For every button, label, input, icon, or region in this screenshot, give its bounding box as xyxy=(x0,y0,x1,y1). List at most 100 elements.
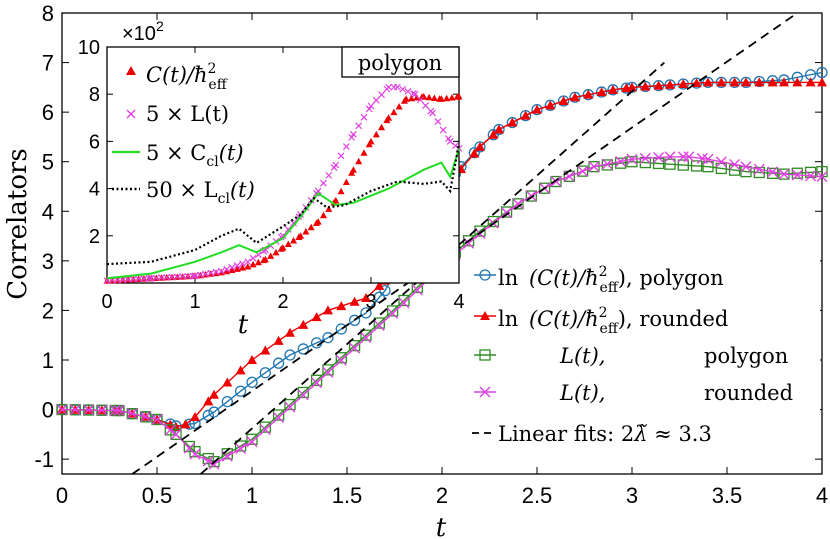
main-series-1-point xyxy=(741,77,751,87)
main-series-3-point xyxy=(767,166,779,178)
inset-series-1-point xyxy=(244,258,252,266)
main-series-3-point xyxy=(729,158,741,170)
main-series-1-point xyxy=(298,319,309,329)
inset-series-1-point xyxy=(404,87,412,95)
main-legend: ln (C(t)/ħ2 eff), polygon ln (C(t)/ħ2 eff)… xyxy=(468,257,820,453)
main-series-1-point xyxy=(570,92,580,102)
main-series-1-point xyxy=(532,104,542,114)
inset-series-0-point xyxy=(342,178,350,185)
main-series-1-point xyxy=(792,77,803,87)
inset-series-1-point xyxy=(439,126,447,134)
inset-x-tick-label: 1 xyxy=(189,291,200,313)
main-series-3-point xyxy=(322,366,334,378)
legend-text-linear-fits: Linear fits: 2λ̃ ≈ 3.3 xyxy=(498,422,712,446)
inset-series-0-point xyxy=(233,265,241,272)
main-y-tick-label: 4 xyxy=(42,199,54,224)
inset-series-1-point xyxy=(411,90,419,98)
main-y-tick-label: 5 xyxy=(42,150,54,175)
inset-series-1-point xyxy=(217,267,225,275)
main-series-3-point xyxy=(816,171,828,183)
inset-series-1-point xyxy=(202,270,209,278)
main-series-1-point xyxy=(507,117,518,127)
main-series-0-point xyxy=(379,284,391,297)
main-series-3-point xyxy=(398,297,410,309)
main-series-3-point xyxy=(387,307,399,319)
inset-series-0-point xyxy=(223,267,231,275)
inset-series-0-point xyxy=(402,95,410,102)
inset-x-tick-label: 0 xyxy=(101,291,112,313)
main-series-0-point xyxy=(297,343,309,355)
legend-marker-1 xyxy=(480,311,490,320)
inset-series-0-point xyxy=(249,260,257,268)
inset-series-0-point xyxy=(228,266,236,274)
inset-legend-text-5L: 5 × L(t) xyxy=(146,102,229,126)
inset-series-1-point xyxy=(163,274,171,281)
main-x-tick-label: 3 xyxy=(626,483,638,508)
main-series-1-point xyxy=(494,124,504,134)
main-series-0-point xyxy=(259,367,271,379)
main-series-0-point xyxy=(360,307,372,319)
main-series-2-point xyxy=(373,317,385,329)
main-legend-background xyxy=(468,257,820,453)
inset-series-1-point xyxy=(422,102,429,109)
inset-y-tick-label: 4 xyxy=(89,179,100,201)
main-series-3-point xyxy=(702,153,714,165)
main-series-1-point xyxy=(545,100,556,110)
inset-series-1-point xyxy=(140,275,148,283)
main-series-3-point xyxy=(202,455,214,467)
main-series-3-point xyxy=(208,458,220,470)
main-series-3-point xyxy=(411,284,423,296)
main-series-2-point xyxy=(189,446,201,458)
main-series-3-point xyxy=(83,404,95,416)
main-series-1-point xyxy=(767,77,778,87)
inset-series-line-3 xyxy=(106,143,461,266)
main-series-3-point xyxy=(715,156,727,168)
inset-legend-text-C: C(t)/ħ2 eff xyxy=(146,61,228,93)
main-series-2-point xyxy=(588,161,600,173)
main-series-1-point xyxy=(488,129,499,139)
main-series-1-point xyxy=(323,305,333,315)
inset-series-1-point xyxy=(147,274,155,282)
main-series-1-point xyxy=(311,312,322,322)
main-series-2-point xyxy=(259,421,271,433)
main-series-2-point xyxy=(791,167,803,179)
inset-series-0-point xyxy=(325,205,333,212)
main-series-3-point xyxy=(778,168,790,180)
inset-series-0-point xyxy=(272,248,280,256)
inset-series-1-point xyxy=(179,273,187,281)
inset-series-0-point xyxy=(360,149,368,156)
main-series-3-point xyxy=(791,169,803,181)
inset-axes: 0 1 2 3 4 2 4 6 8 10 xyxy=(78,37,465,313)
main-series-3-point xyxy=(235,442,247,454)
main-series-2-point xyxy=(804,166,817,179)
legend-text-L-rounded-tail: rounded xyxy=(704,381,793,405)
main-series-2-point xyxy=(386,305,399,317)
inset-series-1-point xyxy=(145,274,153,282)
main-series-2-point xyxy=(576,165,589,177)
inset-legend-text-50Lcl: 50 × Lcl(t) xyxy=(146,178,255,207)
main-series-0-point xyxy=(208,406,220,418)
inset-series-1-point xyxy=(446,137,454,145)
inset-series-1-point xyxy=(233,262,241,269)
inset-series-1-point xyxy=(416,96,424,104)
main-series-3-point xyxy=(615,155,627,167)
main-series-3-point xyxy=(96,404,108,416)
main-series-1-point xyxy=(190,411,200,421)
main-series-2-point xyxy=(310,374,323,386)
inset-series-1-point xyxy=(239,260,246,268)
inset-series-0-point xyxy=(290,237,298,244)
main-series-2-point xyxy=(139,411,152,423)
legend-marker-0 xyxy=(479,269,491,281)
inset-series-1-point xyxy=(223,265,231,273)
inset-series-0-point xyxy=(244,262,252,270)
inset-series-1-point xyxy=(135,275,143,283)
main-series-3-point xyxy=(588,161,600,173)
inset-series-0-point xyxy=(378,123,386,131)
main-series-2-point xyxy=(500,206,513,218)
inset-series-1-point xyxy=(367,102,375,110)
inset-series-0-point xyxy=(407,94,415,102)
main-series-3-point xyxy=(740,161,752,173)
inset-series-1-point xyxy=(378,91,385,99)
main-series-3-point xyxy=(109,404,121,416)
main-series-3-point xyxy=(284,401,296,413)
